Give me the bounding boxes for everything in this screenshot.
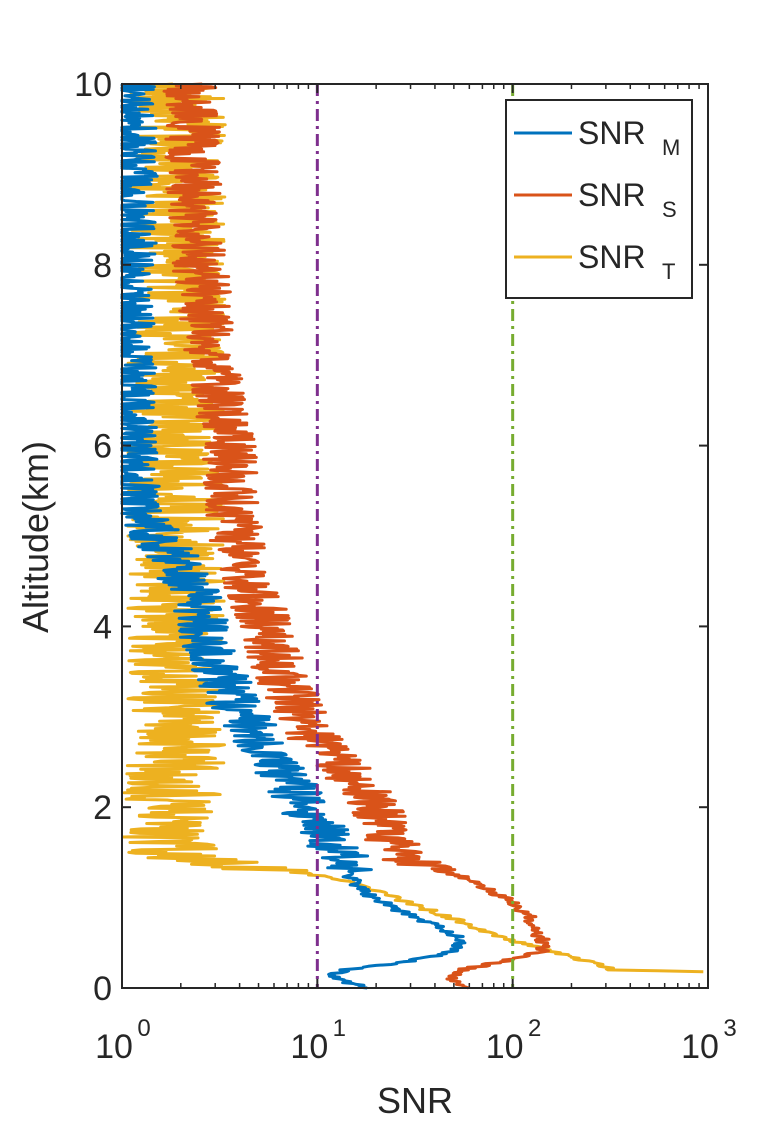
y-tick-label: 8 [93,247,112,285]
y-tick-label: 4 [93,608,112,646]
series-line-m [120,82,467,990]
legend-label: SNR [578,239,646,275]
y-tick-label: 0 [93,970,112,1008]
series-line-s [162,82,551,990]
y-axis-label: Altitude(km) [15,441,56,633]
legend-label-subscript: T [662,259,675,284]
x-tick-label-exponent: 1 [333,1015,346,1042]
x-tick-label: 10 [681,1028,719,1066]
x-tick-label-exponent: 0 [137,1015,150,1042]
x-tick-label: 10 [290,1028,328,1066]
y-tick-labels: 0 2 4 6 8 10 [74,66,112,1008]
y-tick-label: 6 [93,428,112,466]
x-tick-labels: 10 0 10 1 10 2 10 3 [95,1015,737,1066]
y-tick-label: 10 [74,66,112,104]
legend-label-subscript: S [662,197,677,222]
legend: SNR M SNR S SNR T [505,99,693,299]
plot-frame [121,83,709,989]
legend-label: SNR [578,177,646,213]
x-axis-label: SNR [377,1080,453,1121]
y-tick-label: 2 [93,789,112,827]
legend-items: SNR M SNR S SNR T [514,115,680,284]
x-tick-label-exponent: 3 [723,1015,736,1042]
axis-ticks [121,83,709,989]
series-layer [120,82,704,990]
legend-label: SNR [578,115,646,151]
x-tick-label: 10 [486,1028,524,1066]
legend-label-subscript: M [662,135,680,160]
x-tick-label: 10 [95,1028,133,1066]
series-line-t [121,82,704,974]
x-tick-label-exponent: 2 [528,1015,541,1042]
